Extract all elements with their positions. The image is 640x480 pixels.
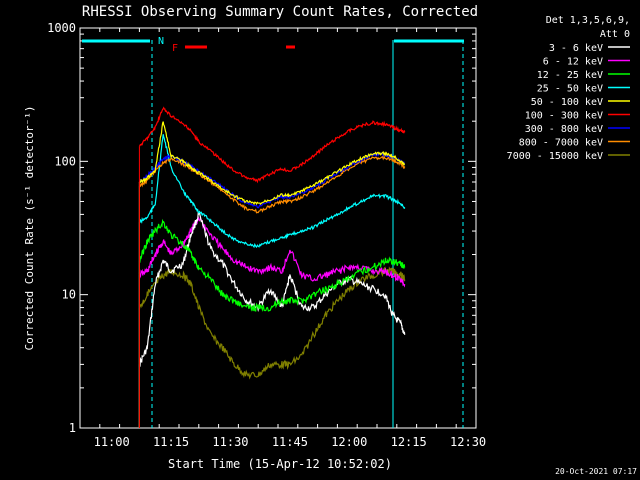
annotation-N: N [158,36,164,47]
x-axis-label: Start Time (15-Apr-12 10:52:02) [168,457,392,471]
legend-header: Det 1,3,5,6,9, [546,15,630,26]
y-tick-label: 10 [62,288,76,302]
y-tick-label: 1000 [47,21,76,35]
legend-label: 6 - 12 keV [543,57,603,68]
timestamp: 20-Oct-2021 07:17 [555,467,637,476]
series-line [138,106,406,184]
series-line [138,266,406,380]
legend-label: 800 - 7000 keV [519,138,603,149]
x-tick-label: 11:15 [153,435,189,449]
legend-label: 50 - 100 keV [531,97,603,108]
legend-label: 100 - 300 keV [525,111,603,122]
series-line [138,218,406,313]
x-tick-label: 12:15 [391,435,427,449]
chart-title: RHESSI Observing Summary Count Rates, Co… [82,4,478,20]
legend-label: 12 - 25 keV [537,70,603,81]
annotation-F: F [172,43,178,54]
x-tick-label: 11:30 [212,435,248,449]
x-tick-label: 12:30 [450,435,486,449]
legend-label: 3 - 6 keV [549,43,603,54]
x-tick-label: 12:00 [331,435,367,449]
x-tick-label: 11:00 [94,435,130,449]
series-line [138,216,406,288]
legend-header: Att 0 [600,29,630,40]
x-tick-label: 11:45 [272,435,308,449]
series-line [139,134,406,249]
y-tick-label: 1 [69,421,76,435]
legend-label: 7000 - 15000 keV [507,151,603,162]
y-axis-label: Corrected Count Rate (s⁻¹ detector⁻¹) [23,105,36,350]
legend-label: 25 - 50 keV [537,84,603,95]
y-tick-label: 100 [54,154,76,168]
series-line [138,211,406,368]
legend-label: 300 - 800 keV [525,124,603,135]
series-line [138,155,406,214]
series-line [138,121,406,206]
